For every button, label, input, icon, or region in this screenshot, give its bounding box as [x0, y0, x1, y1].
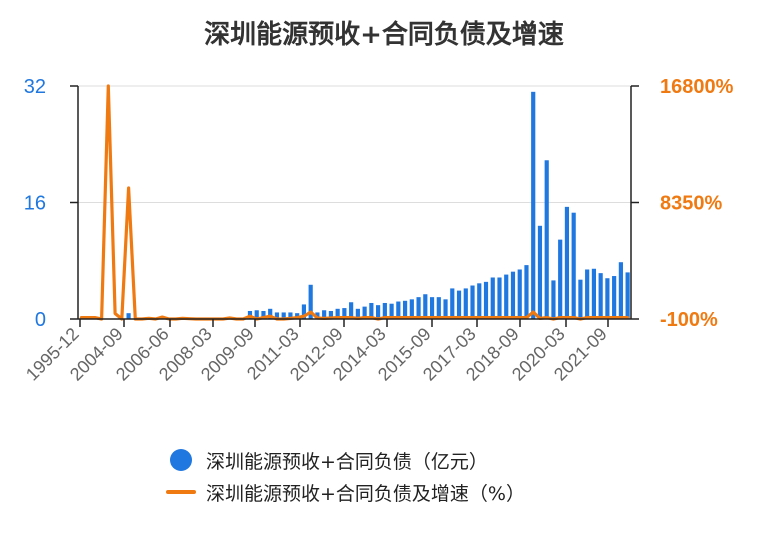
- bar: [274, 312, 280, 319]
- bar: [308, 284, 313, 319]
- left-tick-label: 0: [35, 309, 46, 331]
- bar: [497, 277, 502, 319]
- bar: [429, 297, 435, 319]
- bar: [423, 294, 428, 319]
- bar: [558, 239, 563, 319]
- bar: [531, 91, 536, 319]
- right-axis-ticks: -100% 8350% 16800%: [631, 76, 734, 331]
- right-tick-label: -100%: [660, 309, 718, 331]
- bar: [524, 265, 529, 319]
- bar-series: [126, 91, 630, 319]
- bar: [591, 268, 596, 319]
- left-axis-ticks: 0 16 32: [24, 76, 78, 331]
- bar: [625, 272, 630, 319]
- left-tick-label: 16: [24, 193, 46, 215]
- legend-line-label: 深圳能源预收+合同负债及增速（%）: [206, 482, 525, 505]
- chart-title: 深圳能源预收+合同负债及增速: [204, 20, 564, 50]
- bar: [477, 283, 482, 319]
- right-tick-label: 16800%: [660, 76, 734, 98]
- legend-bar-marker: [170, 449, 192, 471]
- bar: [618, 262, 623, 319]
- bar: [450, 288, 455, 319]
- bar: [376, 305, 381, 319]
- bar: [504, 274, 509, 319]
- bar: [382, 302, 387, 319]
- legend: 深圳能源预收+合同负债（亿元） 深圳能源预收+合同负债及增速（%）: [166, 444, 525, 508]
- legend-line-marker: [166, 490, 196, 494]
- bar: [362, 306, 367, 319]
- bar: [389, 303, 394, 319]
- bar: [261, 310, 266, 319]
- legend-item-bar[interactable]: 深圳能源预收+合同负债（亿元）: [170, 444, 525, 476]
- bar: [355, 308, 360, 319]
- bar: [281, 312, 286, 319]
- bar: [564, 206, 570, 319]
- bar: [612, 276, 617, 319]
- bar: [369, 302, 374, 319]
- bar: [456, 290, 462, 319]
- bar: [409, 299, 414, 319]
- bar: [416, 297, 421, 319]
- bar: [315, 312, 320, 319]
- bar: [605, 278, 610, 319]
- bar: [322, 310, 327, 319]
- bar: [544, 160, 549, 319]
- bar: [254, 310, 259, 319]
- bar: [301, 304, 307, 319]
- bar: [126, 313, 131, 319]
- bar: [402, 300, 408, 319]
- bar: [349, 302, 354, 319]
- right-tick-label: 8350%: [660, 193, 722, 215]
- bar: [578, 279, 583, 319]
- bar: [268, 308, 273, 319]
- bar: [342, 308, 347, 319]
- bar: [335, 308, 340, 319]
- bar: [585, 269, 590, 319]
- bar: [470, 285, 475, 319]
- bar: [510, 271, 516, 319]
- legend-bar-label: 深圳能源预收+合同负债（亿元）: [206, 450, 488, 473]
- bar: [598, 273, 603, 319]
- bar: [436, 297, 441, 319]
- bar: [328, 310, 333, 319]
- bar: [483, 281, 489, 319]
- bar: [463, 288, 468, 319]
- left-tick-label: 32: [24, 76, 46, 98]
- bar: [571, 212, 576, 319]
- bar: [288, 312, 293, 319]
- x-axis-ticks: 1995-122004-092006-062008-032009-092011-…: [22, 319, 611, 385]
- bar: [517, 269, 522, 319]
- bar: [443, 299, 448, 319]
- bar: [490, 277, 495, 319]
- legend-item-line[interactable]: 深圳能源预收+合同负债及增速（%）: [166, 476, 525, 508]
- bar: [551, 280, 556, 319]
- bar: [396, 301, 401, 319]
- bar: [537, 225, 543, 319]
